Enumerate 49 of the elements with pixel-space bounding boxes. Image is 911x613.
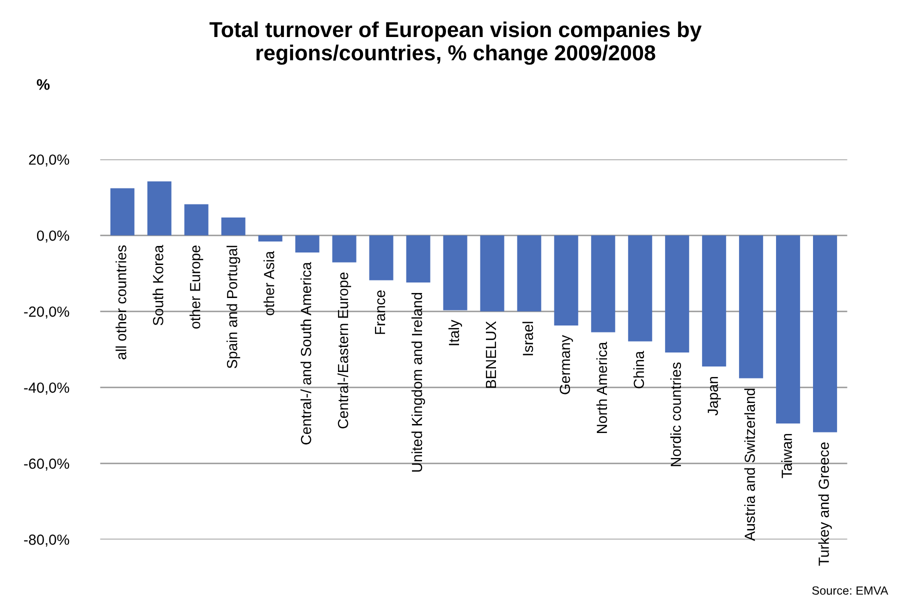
y-tick-label: -60,0% [24, 458, 70, 471]
bar [369, 235, 394, 280]
x-tick-label: Japan [708, 376, 721, 416]
bar [665, 235, 690, 352]
x-tick-label: France [375, 290, 386, 334]
x-tick-label: North America [596, 342, 608, 433]
y-tick-label: 0,0% [36, 230, 70, 243]
y-tick-label: -40,0% [24, 382, 70, 395]
bar [184, 204, 208, 236]
bar [147, 181, 172, 236]
x-tick-label: other Asia [264, 250, 274, 316]
y-tick-label: 20,0% [29, 154, 70, 167]
bar [517, 235, 542, 312]
bar [776, 235, 800, 424]
x-tick-label: Central-/Eastern Europe [337, 272, 352, 428]
x-tick-label: United Kingdom and Ireland [411, 292, 426, 472]
x-tick-label: Italy [448, 320, 462, 346]
bar [702, 235, 726, 367]
y-axis-title: % [36, 79, 50, 90]
x-tick-label: Israel [522, 322, 534, 356]
bar [739, 235, 764, 378]
bar [406, 235, 430, 283]
x-tick-label: Germany [560, 334, 573, 394]
bar [813, 235, 838, 432]
bar [591, 235, 616, 332]
source-note: Source: EMVA [812, 586, 888, 595]
x-tick-label: other Europe [190, 246, 204, 329]
x-tick-label: China [633, 350, 644, 388]
x-tick-label: Austria and Switzerland [744, 388, 755, 541]
x-tick-label: Taiwan [781, 434, 792, 478]
bar [258, 235, 282, 242]
x-tick-label: BENELUX [486, 321, 496, 388]
y-tick-label: -80,0% [24, 534, 70, 547]
x-tick-label: all other countries [116, 245, 126, 360]
bar [110, 188, 134, 236]
y-tick-label: -20,0% [24, 306, 70, 319]
chart-title: Total turnover of European vision companies by regions/countries, % change 2009/2008 [210, 21, 702, 65]
x-tick-label: Spain and Portugal [226, 246, 240, 368]
x-tick-label: Turkey and Greece [818, 442, 832, 566]
x-tick-label: Central-/ and South America [300, 262, 312, 444]
bar [443, 235, 468, 310]
bar [295, 235, 320, 252]
bar [332, 235, 356, 262]
bar [480, 235, 504, 312]
bar [554, 235, 578, 326]
bar [221, 218, 246, 236]
bar [628, 235, 652, 342]
x-tick-label: South Korea [152, 244, 164, 326]
x-tick-label: Nordic countries [670, 362, 682, 466]
